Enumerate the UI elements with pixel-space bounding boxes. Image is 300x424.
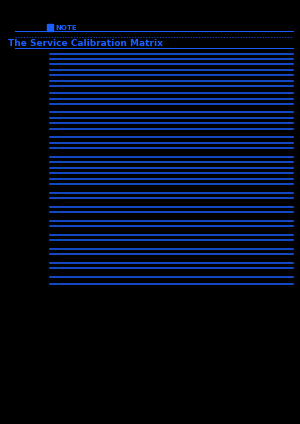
Text: NOTE: NOTE	[56, 25, 77, 31]
Bar	[46, 24, 53, 31]
Text: The Service Calibration Matrix: The Service Calibration Matrix	[8, 39, 162, 48]
